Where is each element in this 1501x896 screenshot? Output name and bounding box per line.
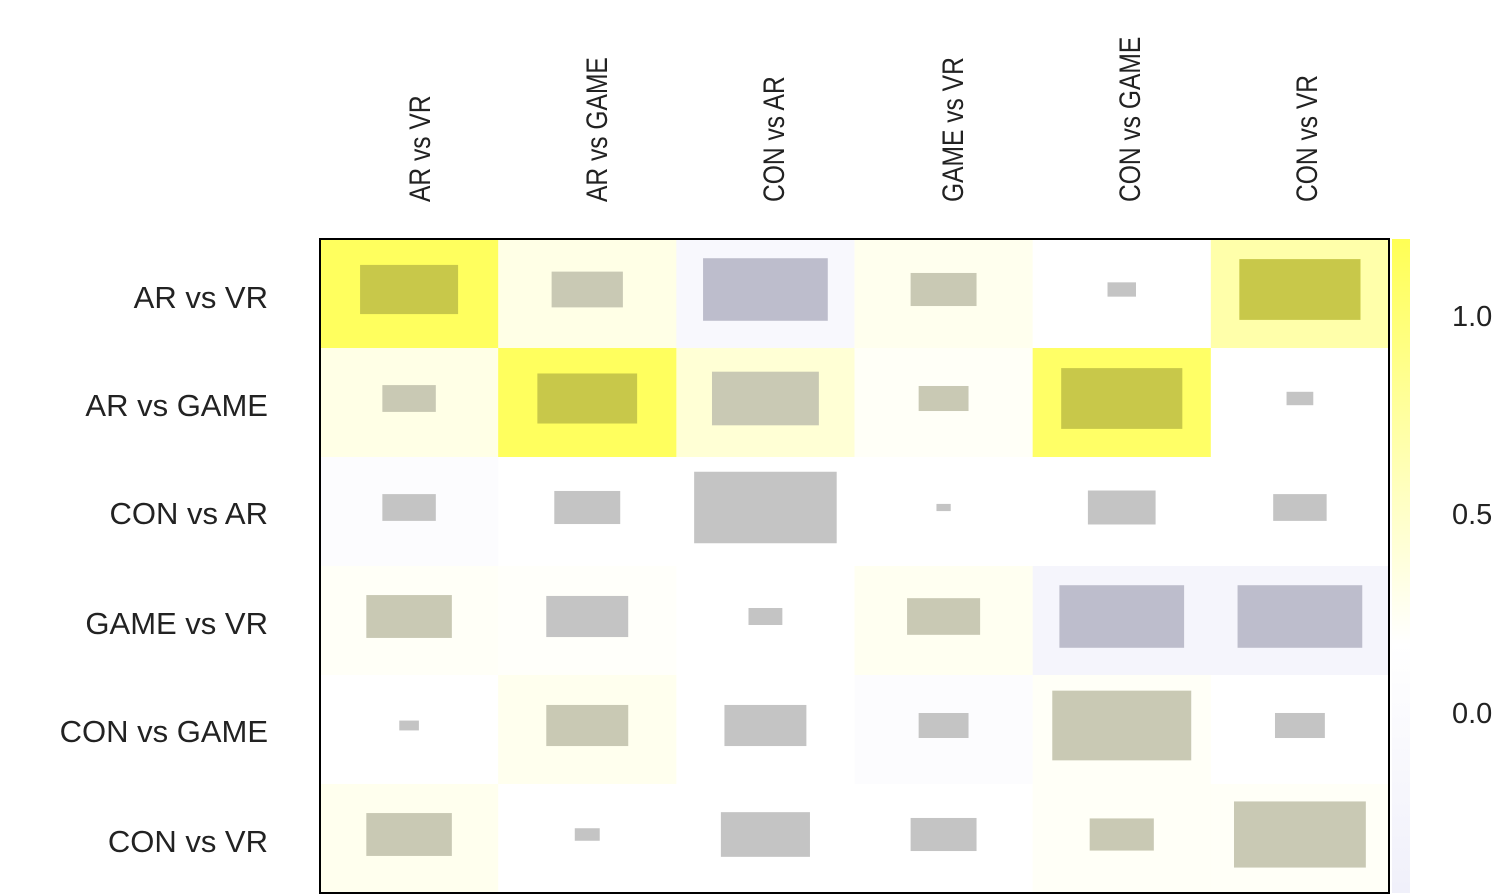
heatmap-square	[711, 371, 819, 426]
colorbar-ticks: 1.0 0.5 0.0	[1452, 301, 1492, 730]
heatmap-square	[910, 817, 977, 852]
row-label: CON vs GAME	[60, 714, 268, 749]
heatmap-square	[399, 720, 419, 731]
heatmap-square	[574, 828, 600, 841]
colorbar-tick-label: 0.0	[1452, 698, 1492, 730]
heatmap-square	[1107, 282, 1137, 297]
heatmap-square	[1274, 712, 1325, 739]
heatmap-cell	[854, 457, 1034, 567]
heatmap-square	[546, 595, 629, 638]
heatmap-square	[382, 385, 436, 412]
row-label: CON vs VR	[108, 824, 268, 859]
heatmap-square	[936, 503, 951, 512]
heatmap-square	[546, 704, 629, 747]
column-label: AR vs GAME	[580, 57, 614, 202]
column-label: AR vs VR	[403, 95, 437, 202]
column-label: CON vs AR	[757, 76, 791, 202]
heatmap-square	[382, 494, 436, 521]
heatmap-square	[720, 812, 810, 857]
plot-frame	[319, 238, 1390, 894]
column-label: CON vs VR	[1290, 75, 1324, 202]
heatmap-square	[366, 813, 452, 856]
row-label: CON vs AR	[110, 496, 268, 531]
row-label: AR vs GAME	[85, 388, 268, 423]
heatmap-square	[1089, 818, 1154, 851]
heatmap-square	[537, 373, 638, 424]
heatmap-square	[1237, 585, 1363, 648]
heatmap-square	[1239, 259, 1361, 320]
column-label: GAME vs VR	[936, 57, 970, 202]
heatmap-square	[724, 704, 807, 747]
heatmap-square	[554, 490, 621, 525]
colorbar	[1392, 239, 1410, 893]
heatmap-square	[1233, 801, 1366, 868]
heatmap-cells	[320, 239, 1390, 894]
heatmap-square	[1052, 690, 1192, 761]
heatmap-square	[366, 595, 452, 638]
row-label: AR vs VR	[134, 280, 268, 315]
heatmap-square	[1059, 585, 1185, 648]
heatmap-square	[1061, 368, 1183, 429]
heatmap-square	[748, 608, 783, 625]
row-label: GAME vs VR	[85, 606, 268, 641]
row-labels: AR vs VR AR vs GAME CON vs AR GAME vs VR…	[60, 280, 268, 859]
heatmap-square	[918, 385, 969, 412]
column-labels: AR vs VR AR vs GAME CON vs AR GAME vs VR…	[403, 37, 1324, 202]
heatmap-square	[1087, 490, 1156, 525]
heatmap-square	[360, 264, 459, 315]
column-label: CON vs GAME	[1113, 37, 1147, 202]
heatmap-square	[694, 471, 837, 544]
heatmap-square	[1286, 391, 1314, 406]
heatmap-square	[918, 712, 969, 739]
heatmap-square	[910, 272, 977, 307]
colorbar-tick-label: 0.5	[1452, 499, 1492, 531]
heatmap-square	[703, 258, 828, 321]
colorbar-tick-label: 1.0	[1452, 301, 1492, 333]
heatmap-square	[907, 598, 981, 635]
heatmap-square	[1273, 494, 1327, 521]
heatmap-square	[551, 271, 623, 308]
